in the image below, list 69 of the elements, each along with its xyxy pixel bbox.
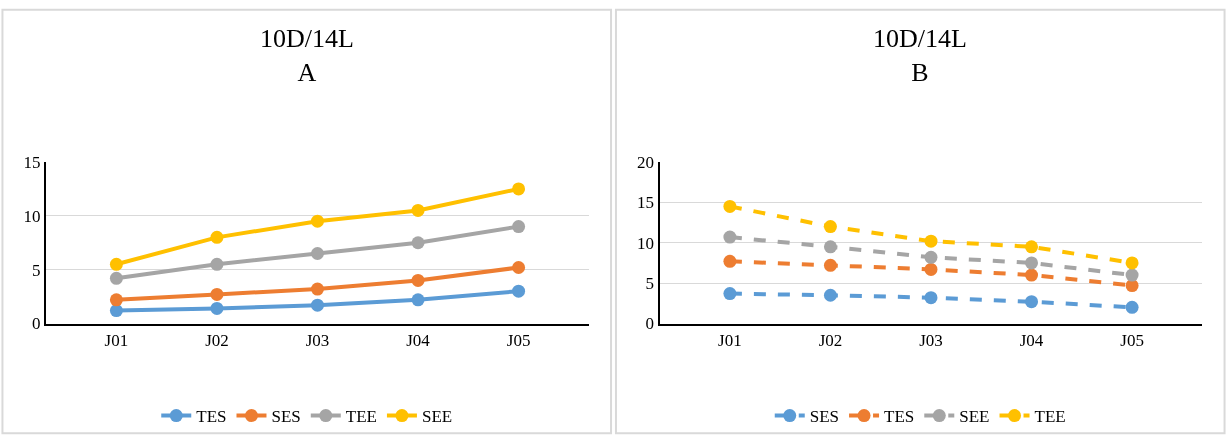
legend-label: TES — [884, 407, 915, 427]
point — [210, 230, 224, 244]
x-tick-label: J05 — [1120, 330, 1144, 350]
x-tick-label: J01 — [718, 330, 742, 350]
x-tick-label: J02 — [205, 330, 229, 350]
point — [109, 293, 123, 307]
legend-label: TEE — [1034, 407, 1066, 427]
point — [1125, 256, 1139, 270]
point — [109, 257, 123, 271]
point — [210, 257, 224, 271]
point — [924, 234, 938, 248]
point — [723, 230, 737, 244]
point — [512, 284, 526, 298]
y-tick-label: 5 — [645, 274, 655, 294]
chart-title: 10D/14L B — [873, 24, 967, 87]
point — [823, 240, 837, 254]
point — [1125, 279, 1139, 293]
point — [1025, 295, 1039, 309]
point — [512, 182, 526, 196]
point — [1025, 240, 1039, 254]
legend-label: TES — [196, 407, 227, 427]
x-tick-label: J04 — [406, 330, 431, 350]
point — [1125, 300, 1139, 314]
y-tick-label: 15 — [23, 152, 41, 172]
y-tick-label: 0 — [645, 314, 655, 334]
point — [310, 247, 324, 261]
y-tick-label: 10 — [637, 233, 655, 253]
x-tick-label: J05 — [506, 330, 531, 350]
chart-title: 10D/14L A — [260, 24, 354, 87]
point — [512, 261, 526, 274]
point — [310, 298, 324, 312]
x-tick-label: J01 — [104, 330, 129, 350]
point — [109, 304, 123, 318]
point — [310, 214, 324, 228]
point — [1125, 268, 1139, 282]
y-tick-label: 10 — [23, 206, 41, 226]
point — [924, 250, 938, 264]
y-tick-label: 5 — [32, 260, 41, 280]
point — [210, 301, 224, 315]
y-tick-label: 0 — [32, 314, 41, 334]
point — [1025, 268, 1039, 282]
legend-label: SEE — [421, 407, 453, 427]
legend-label: SEE — [959, 407, 990, 427]
point — [310, 282, 324, 296]
y-tick-label: 20 — [637, 152, 655, 172]
point — [210, 287, 224, 301]
point — [723, 287, 737, 301]
x-tick-label: J02 — [818, 330, 843, 350]
point — [411, 293, 425, 307]
point — [411, 273, 425, 287]
legend-label: TEE — [345, 407, 377, 427]
point — [823, 220, 837, 234]
point — [512, 220, 526, 234]
point — [823, 288, 837, 302]
x-tick-label: J04 — [1019, 330, 1044, 350]
y-tick-label: 15 — [637, 193, 655, 213]
legend-label: SES — [271, 407, 301, 427]
x-tick-label: J03 — [305, 330, 330, 350]
point — [823, 258, 837, 272]
x-tick-label: J03 — [919, 330, 943, 350]
point — [924, 291, 938, 305]
point — [723, 199, 737, 213]
point — [109, 271, 123, 285]
point — [723, 254, 737, 268]
legend-label: SES — [809, 407, 840, 427]
point — [411, 203, 425, 217]
point — [1025, 256, 1039, 270]
point — [924, 262, 938, 276]
point — [411, 236, 425, 250]
